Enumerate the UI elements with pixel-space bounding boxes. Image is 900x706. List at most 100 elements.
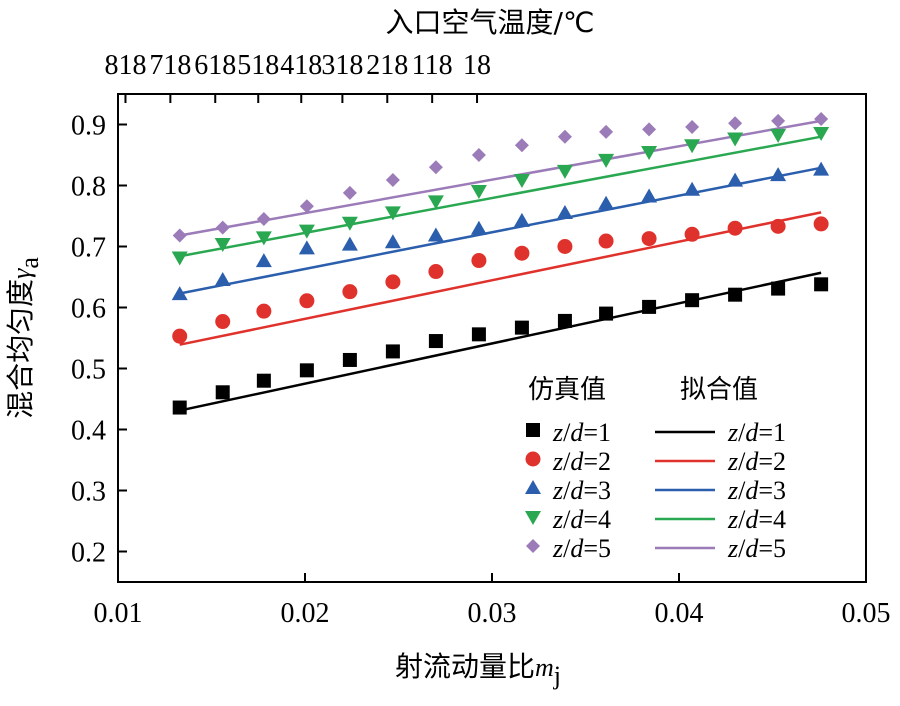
x-axis-title: 射流动量比mj bbox=[395, 650, 561, 690]
data-point-5 bbox=[771, 113, 786, 128]
data-point-4 bbox=[770, 128, 787, 143]
y-tick-label: 0.8 bbox=[71, 172, 106, 203]
data-point-2 bbox=[385, 274, 401, 290]
y-tick-label: 0.2 bbox=[71, 538, 106, 569]
data-point-1 bbox=[172, 400, 187, 415]
data-point-4 bbox=[641, 145, 658, 160]
y-axis-title-subscript: a bbox=[15, 257, 44, 269]
data-point-5 bbox=[599, 124, 614, 139]
data-point-5 bbox=[256, 212, 271, 227]
top-tick-label: 218 bbox=[366, 50, 408, 81]
y-tick-label: 0.5 bbox=[71, 355, 106, 386]
fit-line-5 bbox=[179, 119, 822, 237]
data-point-2 bbox=[557, 239, 573, 254]
fit-lines bbox=[179, 119, 822, 412]
top-axis-title: 入口空气温度/℃ bbox=[386, 6, 595, 39]
legend-label-sim-1: z/d=1 bbox=[552, 418, 611, 447]
legend-label-fit-1: z/d=1 bbox=[727, 418, 786, 447]
x-tick-label: 0.03 bbox=[468, 598, 517, 629]
data-point-3 bbox=[470, 220, 487, 235]
fit-line-1 bbox=[179, 271, 822, 412]
data-point-3 bbox=[427, 227, 444, 242]
data-point-4 bbox=[298, 224, 315, 239]
top-tick-label: 818 bbox=[104, 50, 146, 81]
data-point-3 bbox=[298, 240, 315, 255]
y-tick-label: 0.4 bbox=[71, 416, 106, 447]
data-point-2 bbox=[342, 284, 358, 300]
x-tick-label: 0.02 bbox=[281, 598, 330, 629]
data-point-3 bbox=[513, 212, 530, 227]
legend-label-sim-3: z/d=3 bbox=[552, 476, 611, 505]
y-axis-title-text: 混合均匀度 bbox=[4, 279, 37, 419]
data-point-2 bbox=[727, 220, 743, 236]
legend-header-simulated: 仿真值 bbox=[528, 375, 606, 405]
data-point-2 bbox=[471, 253, 487, 269]
legend-label-fit-4: z/d=4 bbox=[727, 505, 786, 534]
data-point-1 bbox=[215, 385, 230, 400]
top-tick-label: 418 bbox=[280, 50, 322, 81]
x-axis-title-subscript: j bbox=[553, 661, 561, 690]
data-point-2 bbox=[684, 226, 700, 242]
data-point-2 bbox=[299, 293, 315, 309]
data-point-5 bbox=[514, 138, 529, 153]
legend-label-sim-5: z/d=5 bbox=[552, 534, 611, 563]
x-axis-title-symbol: m bbox=[535, 653, 554, 682]
data-point-3 bbox=[770, 167, 787, 182]
x-tick-label: 0.04 bbox=[655, 598, 704, 629]
data-point-4 bbox=[427, 195, 444, 210]
data-point-2 bbox=[641, 231, 657, 247]
data-point-4 bbox=[341, 216, 358, 231]
data-point-2 bbox=[514, 245, 530, 261]
legend-marker-1 bbox=[526, 423, 540, 437]
x-tick-label: 0.05 bbox=[842, 598, 891, 629]
data-point-3 bbox=[556, 204, 573, 219]
data-point-2 bbox=[256, 303, 272, 319]
data-point-5 bbox=[385, 173, 400, 188]
legend-label-fit-2: z/d=2 bbox=[727, 447, 786, 476]
axis-ticks bbox=[117, 94, 867, 582]
data-point-1 bbox=[685, 293, 700, 308]
data-point-5 bbox=[471, 148, 486, 162]
top-tick-label: 18 bbox=[463, 50, 491, 81]
fit-line-2 bbox=[179, 211, 822, 346]
data-point-4 bbox=[384, 206, 401, 221]
data-point-3 bbox=[214, 272, 231, 287]
legend-marker-4 bbox=[525, 511, 541, 525]
data-point-1 bbox=[428, 334, 443, 349]
data-point-1 bbox=[599, 306, 614, 321]
legend: 仿真值 拟合值 z/d=1 z/d=1z/d=2 z/d=2z/d=3 z/d=3z/… bbox=[525, 375, 786, 563]
data-point-4 bbox=[171, 251, 188, 266]
data-point-4 bbox=[255, 231, 272, 246]
data-point-3 bbox=[641, 188, 658, 203]
x-axis-title-text: 射流动量比 bbox=[395, 650, 535, 683]
data-point-1 bbox=[771, 281, 786, 296]
data-point-5 bbox=[642, 122, 657, 137]
data-point-2 bbox=[813, 216, 829, 232]
data-point-5 bbox=[172, 228, 187, 243]
y-axis-tick-labels: 0.2 0.3 0.4 0.5 0.6 0.7 0.8 0.9 bbox=[71, 111, 106, 569]
data-point-3 bbox=[341, 236, 358, 251]
data-point-1 bbox=[642, 299, 657, 314]
x-tick-label: 0.01 bbox=[94, 598, 143, 629]
fit-line-4 bbox=[179, 135, 822, 258]
legend-marker-2 bbox=[525, 451, 541, 467]
data-point-1 bbox=[385, 344, 400, 359]
data-point-5 bbox=[215, 220, 230, 235]
data-point-5 bbox=[557, 129, 572, 144]
data-point-1 bbox=[557, 313, 572, 328]
data-point-2 bbox=[770, 218, 786, 234]
data-point-5 bbox=[728, 116, 743, 131]
y-axis-title: 混合均匀度γa bbox=[4, 257, 44, 419]
legend-label-fit-3: z/d=3 bbox=[727, 476, 786, 505]
data-point-2 bbox=[598, 233, 614, 249]
data-point-3 bbox=[171, 286, 188, 301]
data-point-1 bbox=[256, 373, 271, 388]
data-point-3 bbox=[813, 161, 830, 176]
data-point-1 bbox=[299, 363, 314, 378]
fit-line-3 bbox=[179, 166, 822, 295]
top-tick-label: 518 bbox=[237, 50, 279, 81]
y-tick-label: 0.6 bbox=[71, 294, 106, 325]
data-point-1 bbox=[814, 277, 829, 292]
top-axis-tick-labels: 818 718 618 518 418 318 218 118 18 bbox=[104, 50, 491, 81]
data-point-4 bbox=[598, 153, 615, 168]
